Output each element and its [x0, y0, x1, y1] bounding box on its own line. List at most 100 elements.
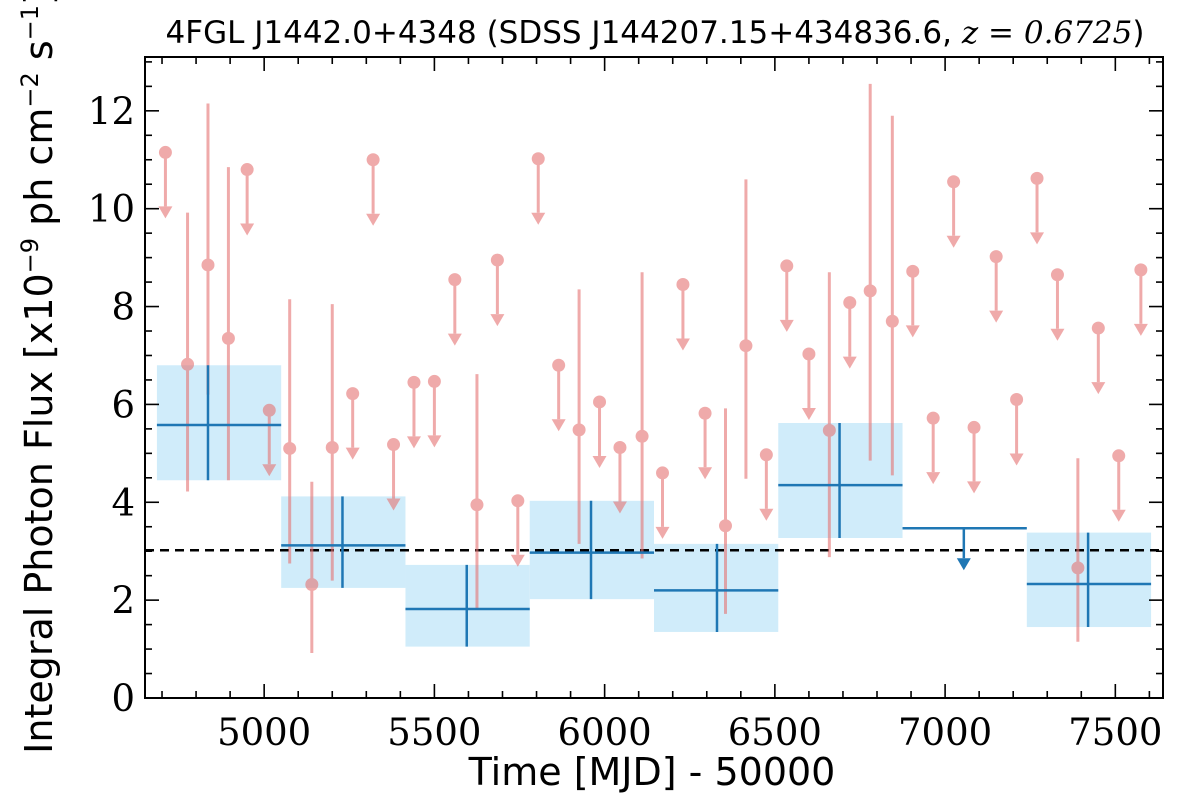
y-tick-label: 2: [111, 579, 135, 622]
svg-text:Integral Photon Flux [x10−9 ph: Integral Photon Flux [x10−9 ph cm−2 s−1]: [16, 0, 61, 754]
short-bin-upper-limit-point: [1050, 268, 1064, 282]
x-tick-label: 7500: [1068, 711, 1162, 754]
short-bin-upper-limit-arrow: [801, 408, 816, 421]
short-bin-upper-limit-arrow: [406, 436, 421, 449]
short-bin-upper-limit-point: [346, 387, 360, 401]
short-bin-upper-limit-arrow: [698, 467, 713, 480]
short-bin-upper-limit-arrow: [366, 213, 381, 226]
short-bin-point: [305, 577, 319, 591]
y-axis-label-exp2: −2: [16, 72, 44, 107]
short-bin-upper-limit-point: [387, 438, 401, 452]
svg-text:4FGL J1442.0+4348 (SDSS J14420: 4FGL J1442.0+4348 (SDSS J144207.15+43483…: [166, 15, 1145, 51]
y-tick-label: 0: [111, 677, 135, 720]
short-bin-upper-limit-point: [511, 494, 525, 508]
short-bin-point: [470, 498, 484, 512]
short-bin-upper-limit-arrow: [612, 501, 627, 514]
short-bin-upper-limit-arrow: [1091, 382, 1106, 395]
short-bin-upper-limit-point: [407, 375, 421, 389]
x-tick-label: 7000: [898, 711, 992, 754]
short-bin-upper-limit-point: [262, 403, 276, 417]
long-bin-error-boxes: [156, 365, 1152, 647]
short-bin-upper-limit-arrow: [427, 435, 442, 448]
short-bin-upper-limit-point: [427, 374, 441, 388]
long-bin-series: [156, 365, 1152, 647]
short-bin-point: [718, 519, 732, 533]
chart-title-redshift: z = 0.6725: [961, 15, 1133, 51]
short-bin-upper-limit-arrow: [1030, 232, 1045, 245]
short-bin-upper-limit-arrow: [1050, 328, 1065, 341]
short-bin-series: [158, 83, 1148, 653]
short-bin-upper-limit-point: [759, 448, 773, 462]
short-bin-upper-limit-point: [1091, 321, 1105, 335]
short-bin-upper-limit-point: [593, 395, 607, 409]
y-tick-label: 8: [111, 286, 135, 329]
short-bin-upper-limit-point: [490, 253, 504, 267]
chart-title: 4FGL J1442.0+4348 (SDSS J144207.15+43483…: [166, 15, 1145, 51]
short-bin-point: [572, 423, 586, 437]
short-bin-upper-limit-arrow: [842, 356, 857, 369]
short-bin-upper-limit-point: [967, 420, 981, 434]
short-bin-upper-limit-arrow: [551, 419, 566, 432]
short-bin-upper-limit-point: [240, 163, 254, 177]
short-bin-point: [201, 258, 215, 272]
y-tick-label: 6: [111, 383, 135, 426]
short-bin-point: [1071, 561, 1085, 575]
short-bin-upper-limit-point: [1134, 263, 1148, 277]
short-bin-upper-limit-arrow: [759, 508, 774, 521]
short-bin-upper-limit-arrow: [655, 526, 670, 539]
short-bin-upper-limit-arrow: [447, 333, 462, 346]
x-tick-label: 6000: [558, 711, 652, 754]
short-bin-upper-limit-arrow: [1133, 323, 1148, 336]
short-bin-upper-limit-point: [1010, 393, 1024, 407]
y-axis-label-end: ]: [17, 0, 61, 5]
short-bin-upper-limit-point: [802, 347, 816, 361]
y-tick-label: 12: [88, 90, 135, 133]
y-axis-label-base: Integral Photon Flux [x10: [17, 273, 61, 754]
short-bin-upper-limit-arrow: [158, 206, 173, 219]
short-bin-upper-limit-point: [926, 411, 940, 425]
short-bin-point: [635, 429, 649, 443]
short-bin-upper-limit-arrow: [946, 235, 961, 248]
short-bin-upper-limit-arrow: [1009, 453, 1024, 466]
y-axis-label: Integral Photon Flux [x10−9 ph cm−2 s−1]: [16, 0, 61, 754]
y-tick-label: 10: [88, 188, 135, 231]
y-tick-label: 4: [111, 481, 135, 524]
short-bin-upper-limit-point: [989, 250, 1003, 264]
short-bin-upper-limit-point: [656, 466, 670, 480]
short-bin-upper-limit-arrow: [386, 498, 401, 511]
x-tick-label: 6500: [728, 711, 822, 754]
short-bin-point: [739, 339, 753, 353]
short-bin-upper-limit-arrow: [989, 310, 1004, 323]
short-bin-upper-limit-arrow: [779, 319, 794, 332]
y-axis-label-exp1: −9: [16, 238, 44, 273]
short-bin-upper-limit-arrow: [490, 314, 505, 327]
short-bin-upper-limit-point: [780, 259, 794, 273]
long-bin-error-box: [156, 365, 282, 481]
axis-ticks: 5000 5500 6000 6500 7000 7500 0 2 4 6 8 10 12: [88, 57, 1163, 754]
short-bin-point: [885, 314, 899, 328]
short-bin-upper-limit-point: [676, 278, 690, 292]
long-bin-upper-limit-arrow: [956, 558, 971, 571]
short-bin-upper-limit-arrow: [967, 481, 982, 494]
short-bin-upper-limit-point: [448, 273, 462, 287]
short-bin-upper-limit-arrow: [926, 472, 941, 485]
short-bin-point: [283, 441, 297, 455]
short-bin-upper-limit-point: [906, 264, 920, 278]
x-tick-label: 5500: [387, 711, 481, 754]
x-tick-label: 5000: [217, 711, 311, 754]
short-bin-upper-limit-arrow: [1111, 509, 1126, 522]
chart-title-suffix: ): [1132, 15, 1144, 51]
short-bin-upper-limit-arrow: [592, 455, 607, 468]
short-bin-upper-limit-point: [1112, 449, 1126, 463]
short-bin-upper-limit-point: [947, 175, 961, 189]
y-axis-label-mid2: s: [17, 40, 61, 72]
plot-frame: [144, 56, 1164, 699]
short-bin-upper-limit-point: [613, 440, 627, 454]
short-bin-upper-limit-arrow: [531, 212, 546, 225]
short-bin-upper-limit-point: [158, 145, 172, 159]
short-bin-upper-limit-arrow: [262, 464, 277, 477]
y-axis-label-mid: ph cm: [17, 108, 61, 238]
short-bin-upper-limit-arrow: [675, 338, 690, 351]
y-axis-label-exp3: −1: [16, 5, 44, 40]
